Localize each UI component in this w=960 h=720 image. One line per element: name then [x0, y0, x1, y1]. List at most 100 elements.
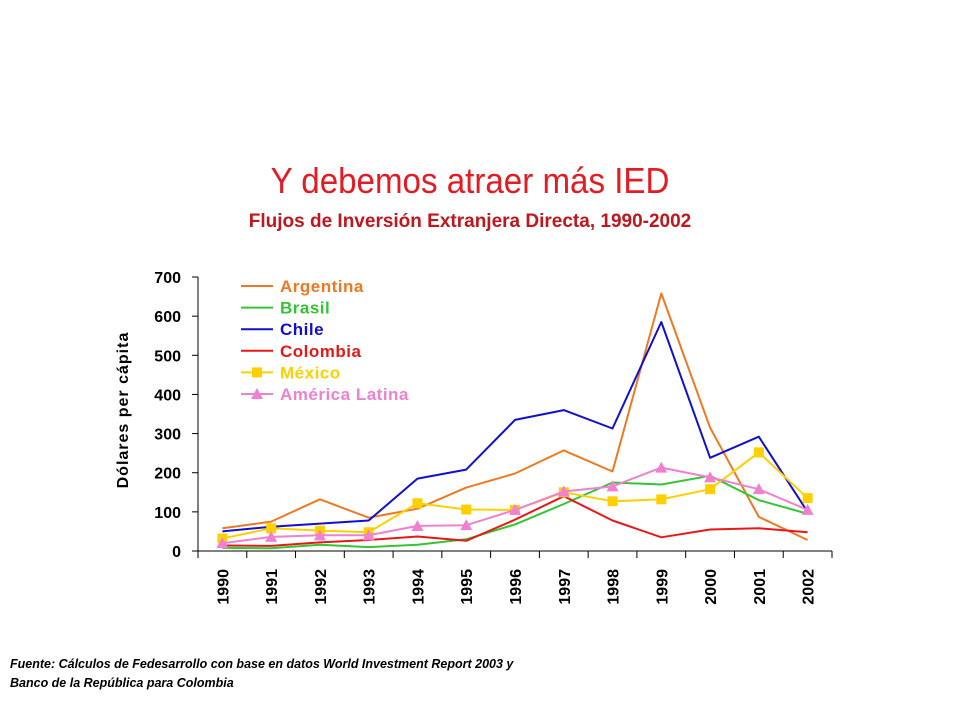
data-point-mexico [412, 498, 423, 509]
data-point-chile [465, 469, 467, 471]
data-point-colombia [807, 531, 809, 533]
x-tick-label: 1995 [459, 569, 476, 605]
data-point-argentina [758, 516, 760, 518]
data-point-america-latina [704, 471, 717, 483]
data-point-america-latina [265, 530, 278, 542]
x-tick-label: 1994 [410, 569, 427, 605]
x-tick-label: 1992 [313, 569, 330, 605]
data-point-argentina [221, 527, 223, 529]
data-point-chile [514, 419, 516, 421]
data-point-chile [563, 409, 565, 411]
y-tick-label: 600 [154, 309, 181, 326]
data-point-america-latina [362, 529, 375, 541]
data-point-mexico [802, 493, 813, 504]
legend: Argentina Brasil Chile Colombia México Améric… [241, 277, 409, 404]
series-chile [221, 321, 809, 533]
data-point-colombia [270, 545, 272, 547]
chart-title: Y debemos atraer más IED [270, 160, 670, 201]
data-point-america-latina [606, 480, 619, 492]
data-point-argentina [709, 427, 711, 429]
legend-marker-mexico [252, 367, 262, 378]
data-point-chile [416, 478, 418, 480]
data-point-chile [368, 519, 370, 521]
data-point-mexico [266, 523, 277, 534]
legend-item-argentina: Argentina [241, 277, 363, 296]
data-point-brasil [270, 547, 272, 549]
data-point-colombia [758, 527, 760, 529]
series-line-chile [222, 321, 809, 533]
data-point-colombia [660, 536, 662, 538]
x-tick-label: 1997 [557, 569, 574, 605]
data-point-mexico [656, 494, 667, 505]
data-point-colombia [514, 519, 516, 521]
chart-axes [197, 277, 832, 552]
data-point-america-latina [509, 503, 521, 515]
y-tick-label: 700 [154, 270, 181, 287]
data-point-argentina [563, 449, 565, 451]
data-point-brasil [660, 483, 662, 485]
legend-label-america-latina: América Latina [280, 385, 409, 404]
x-tick-label: 1996 [508, 569, 525, 605]
y-tick-label: 200 [154, 466, 181, 483]
data-point-america-latina [557, 485, 570, 497]
series-line-colombia [222, 495, 808, 547]
data-point-america-latina [752, 483, 765, 495]
x-tick-label: 1999 [654, 569, 671, 605]
y-tick-label: 100 [154, 505, 181, 522]
data-point-argentina [612, 471, 614, 473]
x-tick-label: 2001 [752, 569, 769, 605]
legend-item-colombia: Colombia [241, 342, 361, 361]
legend-item-america-latina: América Latina [241, 385, 409, 404]
data-point-argentina [319, 498, 321, 500]
data-point-argentina [807, 539, 809, 541]
series-lines [216, 292, 814, 550]
data-point-argentina [270, 521, 272, 523]
data-point-brasil [514, 523, 516, 525]
x-tick-label: 2000 [703, 569, 720, 605]
data-point-chile [319, 523, 321, 525]
legend-label-mexico: México [280, 363, 341, 382]
legend-marker-america-latina [251, 388, 263, 399]
data-point-colombia [465, 540, 467, 542]
legend-item-brasil: Brasil [241, 299, 330, 318]
x-tick-label: 2002 [801, 569, 818, 605]
data-point-mexico [705, 484, 716, 495]
y-axis-label: Dólares per cápita [115, 332, 132, 489]
y-axis-ticks: 0 100 200 300 400 500 600 700 [154, 270, 198, 561]
data-point-chile [221, 530, 223, 532]
data-point-mexico [753, 447, 764, 458]
x-tick-label: 1993 [362, 569, 379, 605]
data-point-brasil [368, 546, 370, 548]
x-tick-label: 1998 [606, 569, 623, 605]
legend-label-colombia: Colombia [280, 342, 361, 361]
data-point-chile [612, 427, 614, 429]
data-point-brasil [758, 499, 760, 501]
y-axis-label-group: Dólares per cápita [115, 332, 132, 489]
data-point-america-latina [313, 529, 326, 541]
data-point-brasil [319, 544, 321, 546]
x-tick-label: 1990 [215, 569, 232, 605]
chart-subtitle: Flujos de Inversión Extranjera Directa, … [248, 211, 692, 232]
series-line-argentina [222, 292, 809, 541]
data-point-america-latina [655, 461, 668, 473]
series-line-mexico [222, 451, 809, 540]
data-point-argentina [660, 292, 662, 294]
legend-item-chile: Chile [241, 320, 324, 339]
x-axis-ticks: 1990 1991 1992 1993 1994 1995 1996 1997 1998 1999… [197, 551, 833, 605]
series-america-latina [216, 461, 814, 549]
data-point-mexico [607, 496, 618, 507]
source-note: Fuente: Cálculos de Fedesarrollo con bas… [10, 655, 513, 693]
data-point-chile [660, 321, 662, 323]
data-point-chile [709, 457, 711, 459]
data-point-america-latina [801, 503, 814, 515]
series-colombia [222, 495, 809, 547]
x-tick-label: 1991 [264, 569, 281, 605]
y-tick-label: 400 [154, 387, 181, 404]
data-point-argentina [465, 487, 467, 489]
source-line-2: Banco de la República para Colombia [10, 676, 234, 690]
data-point-america-latina [411, 519, 424, 531]
y-tick-label: 500 [154, 348, 181, 365]
data-point-argentina [368, 517, 370, 519]
y-tick-label: 300 [154, 427, 181, 444]
